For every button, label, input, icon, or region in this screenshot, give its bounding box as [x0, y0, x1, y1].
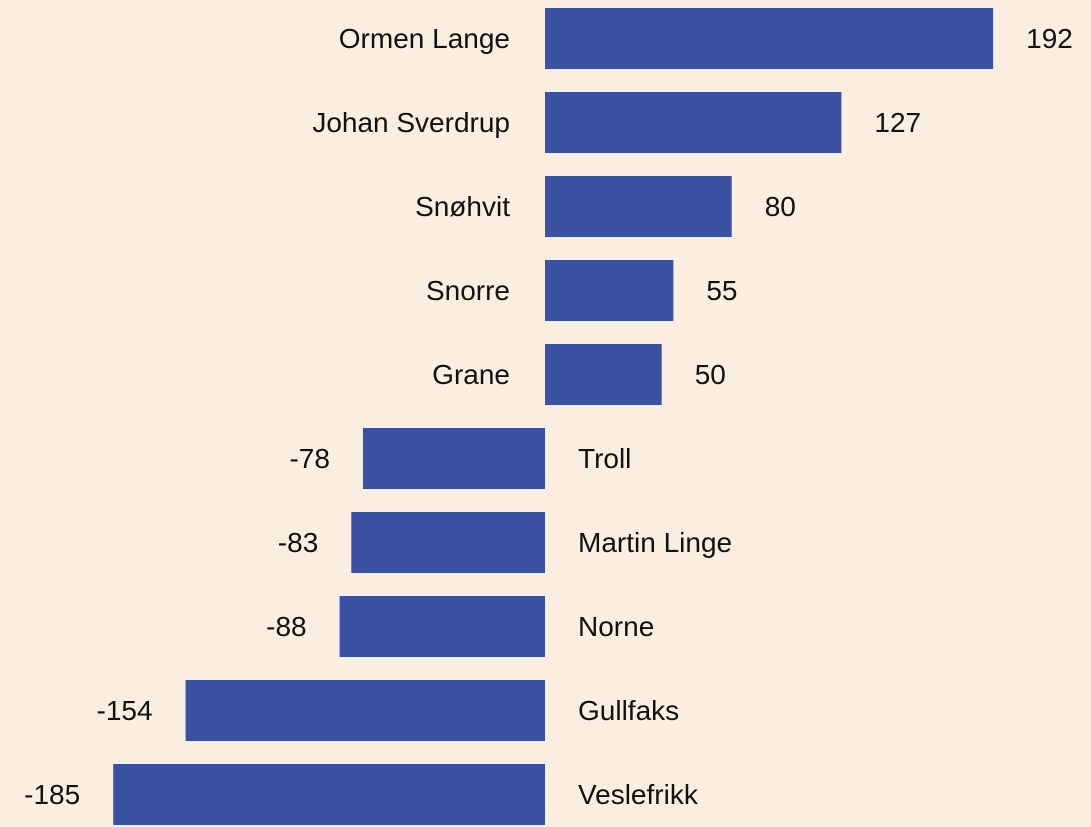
value-label: -83: [278, 527, 318, 558]
category-label: Snorre: [426, 275, 510, 306]
value-label: 80: [765, 191, 796, 222]
value-label: -185: [24, 779, 80, 810]
category-label: Gullfaks: [578, 695, 679, 726]
bar: [545, 92, 842, 153]
bar: [545, 8, 994, 69]
value-label: -154: [97, 695, 153, 726]
bar: [545, 176, 732, 237]
bar: [185, 680, 545, 741]
value-label: 50: [695, 359, 726, 390]
value-label: -88: [266, 611, 306, 642]
bar: [545, 344, 662, 405]
category-label: Ormen Lange: [339, 23, 510, 54]
category-label: Snøhvit: [415, 191, 510, 222]
category-label: Veslefrikk: [578, 779, 699, 810]
bar: [351, 512, 545, 573]
bar: [339, 596, 545, 657]
category-label: Norne: [578, 611, 654, 642]
category-label: Grane: [432, 359, 510, 390]
value-label: 192: [1026, 23, 1073, 54]
category-label: Troll: [578, 443, 631, 474]
category-label: Johan Sverdrup: [312, 107, 510, 138]
value-label: 55: [706, 275, 737, 306]
category-label: Martin Linge: [578, 527, 732, 558]
bar: [113, 764, 546, 825]
value-label: 127: [874, 107, 921, 138]
value-label: -78: [289, 443, 329, 474]
bar: [545, 260, 674, 321]
bar: [362, 428, 545, 489]
